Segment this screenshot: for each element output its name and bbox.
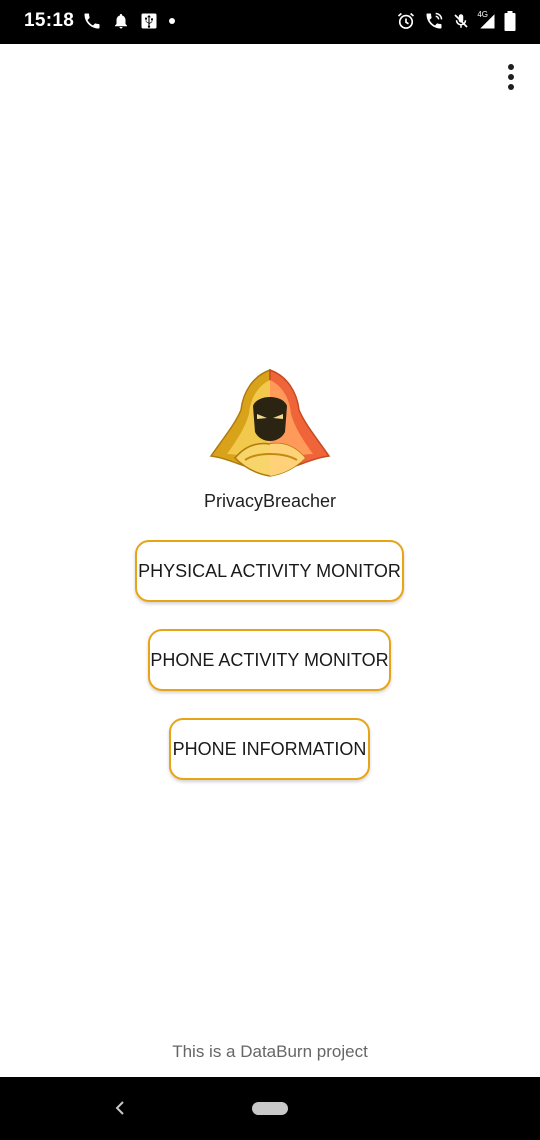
phone-call-icon: [82, 11, 102, 31]
notification-bell-icon: [112, 11, 130, 31]
status-time: 15:18: [24, 10, 75, 31]
status-right-icons: [396, 11, 516, 31]
back-icon[interactable]: [110, 1097, 130, 1119]
phone-information-button[interactable]: PHONE INFORMATION: [169, 718, 370, 780]
physical-activity-monitor-button[interactable]: PHYSICAL ACTIVITY MONITOR: [135, 540, 404, 602]
dot-icon: [168, 17, 176, 25]
usb-icon: [140, 11, 158, 31]
footer-text: This is a DataBurn project: [172, 1042, 368, 1061]
battery-icon: [504, 11, 516, 31]
signal-icon: [478, 11, 496, 31]
home-pill-icon[interactable]: [252, 1102, 288, 1115]
app-name: PrivacyBreacher: [203, 491, 337, 511]
wifi-calling-icon: [424, 11, 444, 31]
status-bar: 15:18 4G: [0, 0, 540, 44]
network-type-label: 4G: [477, 10, 488, 19]
phone-activity-monitor-button[interactable]: PHONE ACTIVITY MONITOR: [148, 629, 391, 691]
hooded-figure-logo: [205, 366, 335, 486]
status-left-icons: [82, 11, 176, 31]
more-vertical-icon[interactable]: [496, 60, 526, 94]
alarm-icon: [396, 11, 416, 31]
mic-muted-icon: [452, 11, 470, 31]
navigation-bar: [0, 1077, 540, 1140]
